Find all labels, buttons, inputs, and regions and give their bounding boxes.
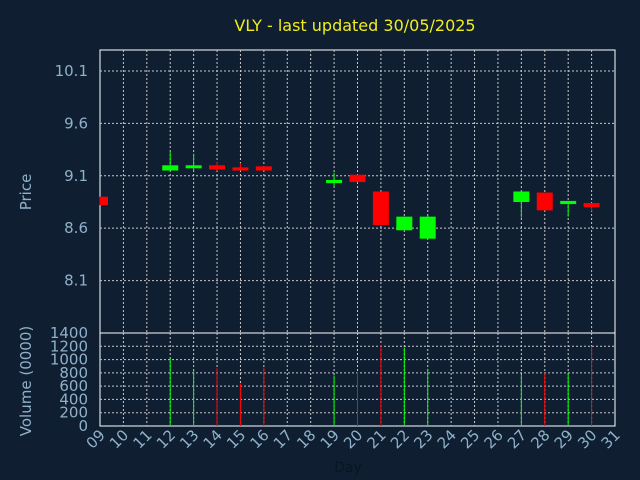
x-tick-label: 12 [153,426,179,452]
x-tick-label: 14 [200,426,226,452]
price-tick-label: 8.1 [64,272,88,290]
volume-tick-label: 600 [59,377,88,395]
candle-body [419,216,436,239]
candle-body [100,196,108,206]
volume-bars [169,344,593,426]
candle-body [583,203,600,208]
price-tick-labels: 10.1 9.6 9.1 8.6 8.1 [55,62,88,290]
x-tick-label: 28 [527,426,553,452]
volume-tick-label: 1000 [50,351,88,369]
candle-body [209,165,226,170]
price-axis-label: Price [17,174,35,211]
volume-tick-label: 800 [59,364,88,382]
x-tick-label: 20 [340,426,366,452]
price-tick-label: 10.1 [55,62,88,80]
x-tick-label: 22 [387,426,413,452]
candle-body [513,191,530,202]
x-tick-label: 26 [481,426,507,452]
x-tick-label: 30 [574,426,600,452]
price-tick-label: 9.1 [64,167,88,185]
x-tick-label: 19 [317,426,343,452]
x-tick-label: 31 [598,426,624,452]
candle-body [372,191,389,226]
x-tick-label: 10 [106,426,132,452]
candle-body [162,165,179,171]
x-tick-label: 13 [176,426,202,452]
volume-tick-label: 200 [59,404,88,422]
candle-body [396,216,413,231]
volume-axis-label: Volume (0000) [17,326,35,436]
x-axis-label: Day [334,460,362,476]
volume-tick-label: 1200 [50,337,88,355]
candles [99,151,600,239]
x-tick-label: 25 [457,426,483,452]
volume-tick-label: 400 [59,390,88,408]
x-tick-label: 23 [410,426,436,452]
x-tick-label: 21 [364,426,390,452]
x-tick-label: 17 [270,426,296,452]
x-tick-label: 16 [246,426,272,452]
price-tick-label: 9.6 [64,114,88,132]
candle-body [255,166,272,171]
x-tick-label: 15 [223,426,249,452]
candle-body [232,167,249,171]
x-tick-label: 11 [129,426,155,452]
x-tick-label: 29 [551,426,577,452]
x-tick-label: 18 [293,426,319,452]
x-tick-labels: 0910111213141516171819202122232425262728… [83,426,624,452]
price-tick-label: 8.6 [64,219,88,237]
volume-tick-label: 1400 [50,324,88,342]
x-tick-label: 24 [434,426,460,452]
candle-body [185,165,202,169]
candle-body [349,174,366,183]
candle-body [326,179,343,184]
chart-title: VLY - last updated 30/05/2025 [234,16,475,35]
candle-body [536,192,553,211]
volume-tick-label: 0 [78,417,88,435]
x-tick-label: 27 [504,426,530,452]
candle-body [560,200,577,205]
